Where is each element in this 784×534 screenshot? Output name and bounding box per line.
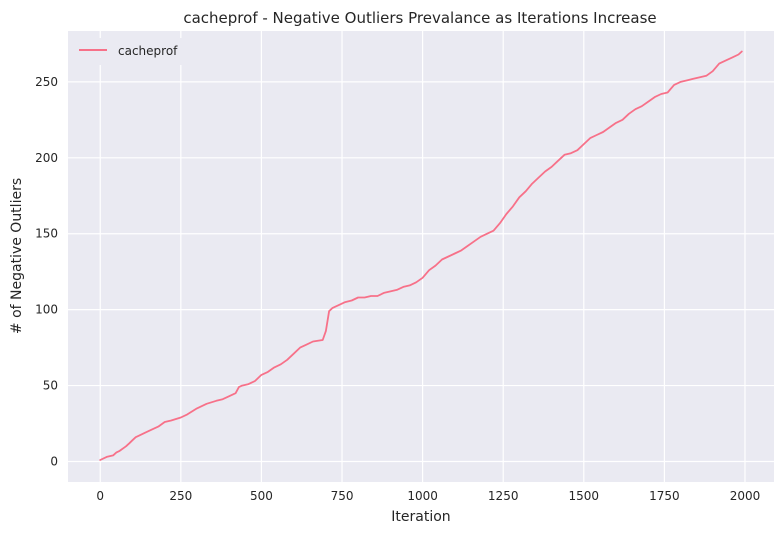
y-axis-label: # of Negative Outliers xyxy=(9,178,25,334)
series-layer xyxy=(99,50,743,461)
y-tick-label: 200 xyxy=(35,151,58,165)
x-tick-label: 750 xyxy=(331,489,354,503)
x-tick-label: 1750 xyxy=(649,489,680,503)
y-axis-ticks: 0 50 100 150 200 250 xyxy=(35,75,58,469)
x-tick-label: 500 xyxy=(250,489,273,503)
x-tick-label: 1000 xyxy=(407,489,438,503)
y-tick-label: 100 xyxy=(35,303,58,317)
y-tick-label: 0 xyxy=(50,455,58,469)
x-tick-label: 2000 xyxy=(730,489,761,503)
legend-label-cacheprof: cacheprof xyxy=(118,44,178,58)
chart-title: cacheprof - Negative Outliers Prevalance… xyxy=(183,9,656,27)
plot-area xyxy=(68,31,774,482)
grid-lines xyxy=(68,31,774,482)
legend-box xyxy=(74,38,224,65)
x-tick-label: 1250 xyxy=(488,489,519,503)
y-tick-label: 150 xyxy=(35,227,58,241)
y-tick-label: 250 xyxy=(35,75,58,89)
x-tick-label: 1500 xyxy=(569,489,600,503)
x-axis-ticks: 0 250 500 750 1000 1250 1500 1750 2000 xyxy=(96,489,760,503)
series-line-cacheprof xyxy=(99,50,743,461)
x-axis-label: Iteration xyxy=(391,509,450,525)
x-tick-label: 0 xyxy=(96,489,104,503)
y-tick-label: 50 xyxy=(43,379,58,393)
legend: cacheprof xyxy=(74,38,224,65)
x-tick-label: 250 xyxy=(169,489,192,503)
